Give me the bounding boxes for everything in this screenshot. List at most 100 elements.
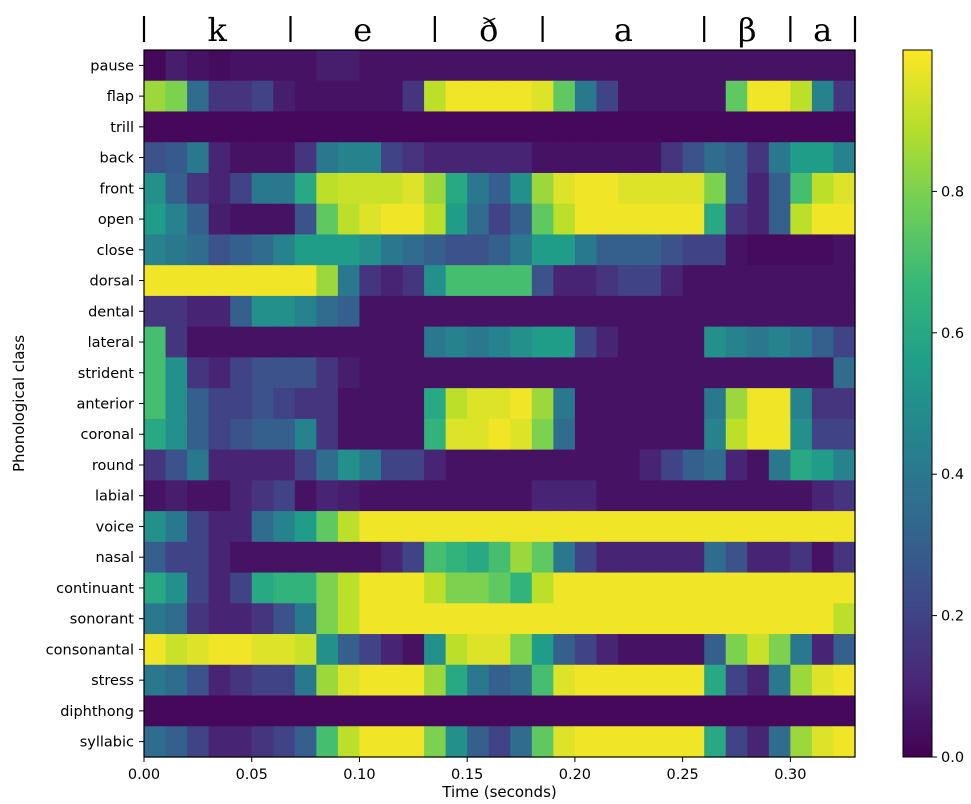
heatmap-cell [574,326,598,358]
heatmap-cell [768,295,791,328]
heatmap-cell [725,203,748,236]
heatmap-cell [704,388,727,420]
heatmap-cell [682,111,705,143]
heatmap-cell [661,603,684,635]
heatmap-cell [316,388,339,420]
y-tick-label: continuant [56,581,134,597]
heatmap-cell [639,111,662,143]
heatmap-cell [510,203,533,236]
colorbar-ticks: 0.0 0.2 0.4 0.6 0.8 [932,184,964,766]
heatmap-cell [294,511,317,543]
heatmap-cell [424,172,447,205]
heatmap-cell [510,572,533,604]
heatmap-cell [747,265,770,297]
heatmap-cell [187,295,210,328]
heatmap-cell [682,480,705,512]
heatmap-cell [187,418,210,451]
heatmap-cell [596,634,619,666]
heatmap-cell [725,265,748,297]
heatmap-cell [294,388,317,420]
heatmap-cell [273,572,296,604]
heatmap-cell [402,695,425,727]
heatmap-cell [230,203,253,236]
heatmap-cell [811,541,835,574]
heatmap-cell [208,480,231,512]
y-tick-label: stress [91,673,134,689]
heatmap-cell [704,234,727,266]
heatmap-cell [488,664,511,697]
heatmap-cell [381,203,404,236]
heatmap-cell [704,634,727,666]
heatmap-cell [811,511,835,543]
heatmap-cell [833,295,856,328]
heatmap-cell [531,511,554,543]
heatmap-cell [725,111,748,143]
heatmap-cell [574,295,598,328]
heatmap-cell [402,172,425,205]
heatmap-cell [790,234,813,266]
heatmap-cell [467,295,490,328]
heatmap-cell [467,111,490,143]
heatmap-cell [402,572,425,604]
heatmap-cell [553,695,576,727]
heatmap-cell [359,234,382,266]
heatmap-cell [424,634,447,666]
heatmap-cell [768,234,791,266]
heatmap-cell [337,603,361,635]
heatmap-cell [208,50,231,82]
heatmap-cell [208,172,231,205]
heatmap-cell [811,234,835,266]
heatmap-cell [445,634,468,666]
heatmap-cell [553,418,576,451]
heatmap-cell [661,295,684,328]
heatmap-cell [531,295,554,328]
heatmap-cell [359,111,382,143]
heatmap-cell [596,388,619,420]
heatmap-cell [230,664,253,697]
heatmap-cell [833,572,856,604]
heatmap-cell [488,234,511,266]
heatmap-cell [208,234,231,266]
heatmap-cell [618,111,641,143]
heatmap-cell [316,418,339,451]
heatmap-cell [682,357,705,389]
heatmap-cell [445,357,468,389]
heatmap-cell [790,634,813,666]
heatmap-cell [424,234,447,266]
heatmap-cell [165,295,188,328]
heatmap-cell [768,726,791,758]
heatmap-cell [337,357,361,389]
heatmap-cell [725,142,748,174]
y-tick-label: diphthong [60,704,134,720]
heatmap-cell [273,726,296,758]
heatmap-cell [144,265,167,297]
heatmap-cell [596,50,619,82]
heatmap-cell [445,603,468,635]
heatmap-cell [833,50,856,82]
heatmap-cell [402,634,425,666]
heatmap-cell [704,541,727,574]
heatmap-cell [467,50,490,82]
heatmap-cell [747,664,770,697]
heatmap-cell [768,326,791,358]
heatmap-cell [208,511,231,543]
heatmap-cell [208,634,231,666]
heatmap-cell [510,172,533,205]
heatmap-cell [618,142,641,174]
heatmap-cell [596,511,619,543]
heatmap-cell [316,50,339,82]
heatmap-cell [424,265,447,297]
heatmap-cell [833,664,856,697]
heatmap-cell [488,695,511,727]
heatmap-cell [704,111,727,143]
heatmap-cell [402,664,425,697]
colorbar-tick-label: 0.6 [941,326,964,342]
y-tick-label: sonorant [70,612,135,628]
heatmap-cell [531,480,554,512]
heatmap-cell [402,480,425,512]
heatmap-cell [402,80,425,113]
heatmap-cell [359,603,382,635]
heatmap-cell [596,572,619,604]
heatmap-cell [424,480,447,512]
heatmap-cell [704,726,727,758]
